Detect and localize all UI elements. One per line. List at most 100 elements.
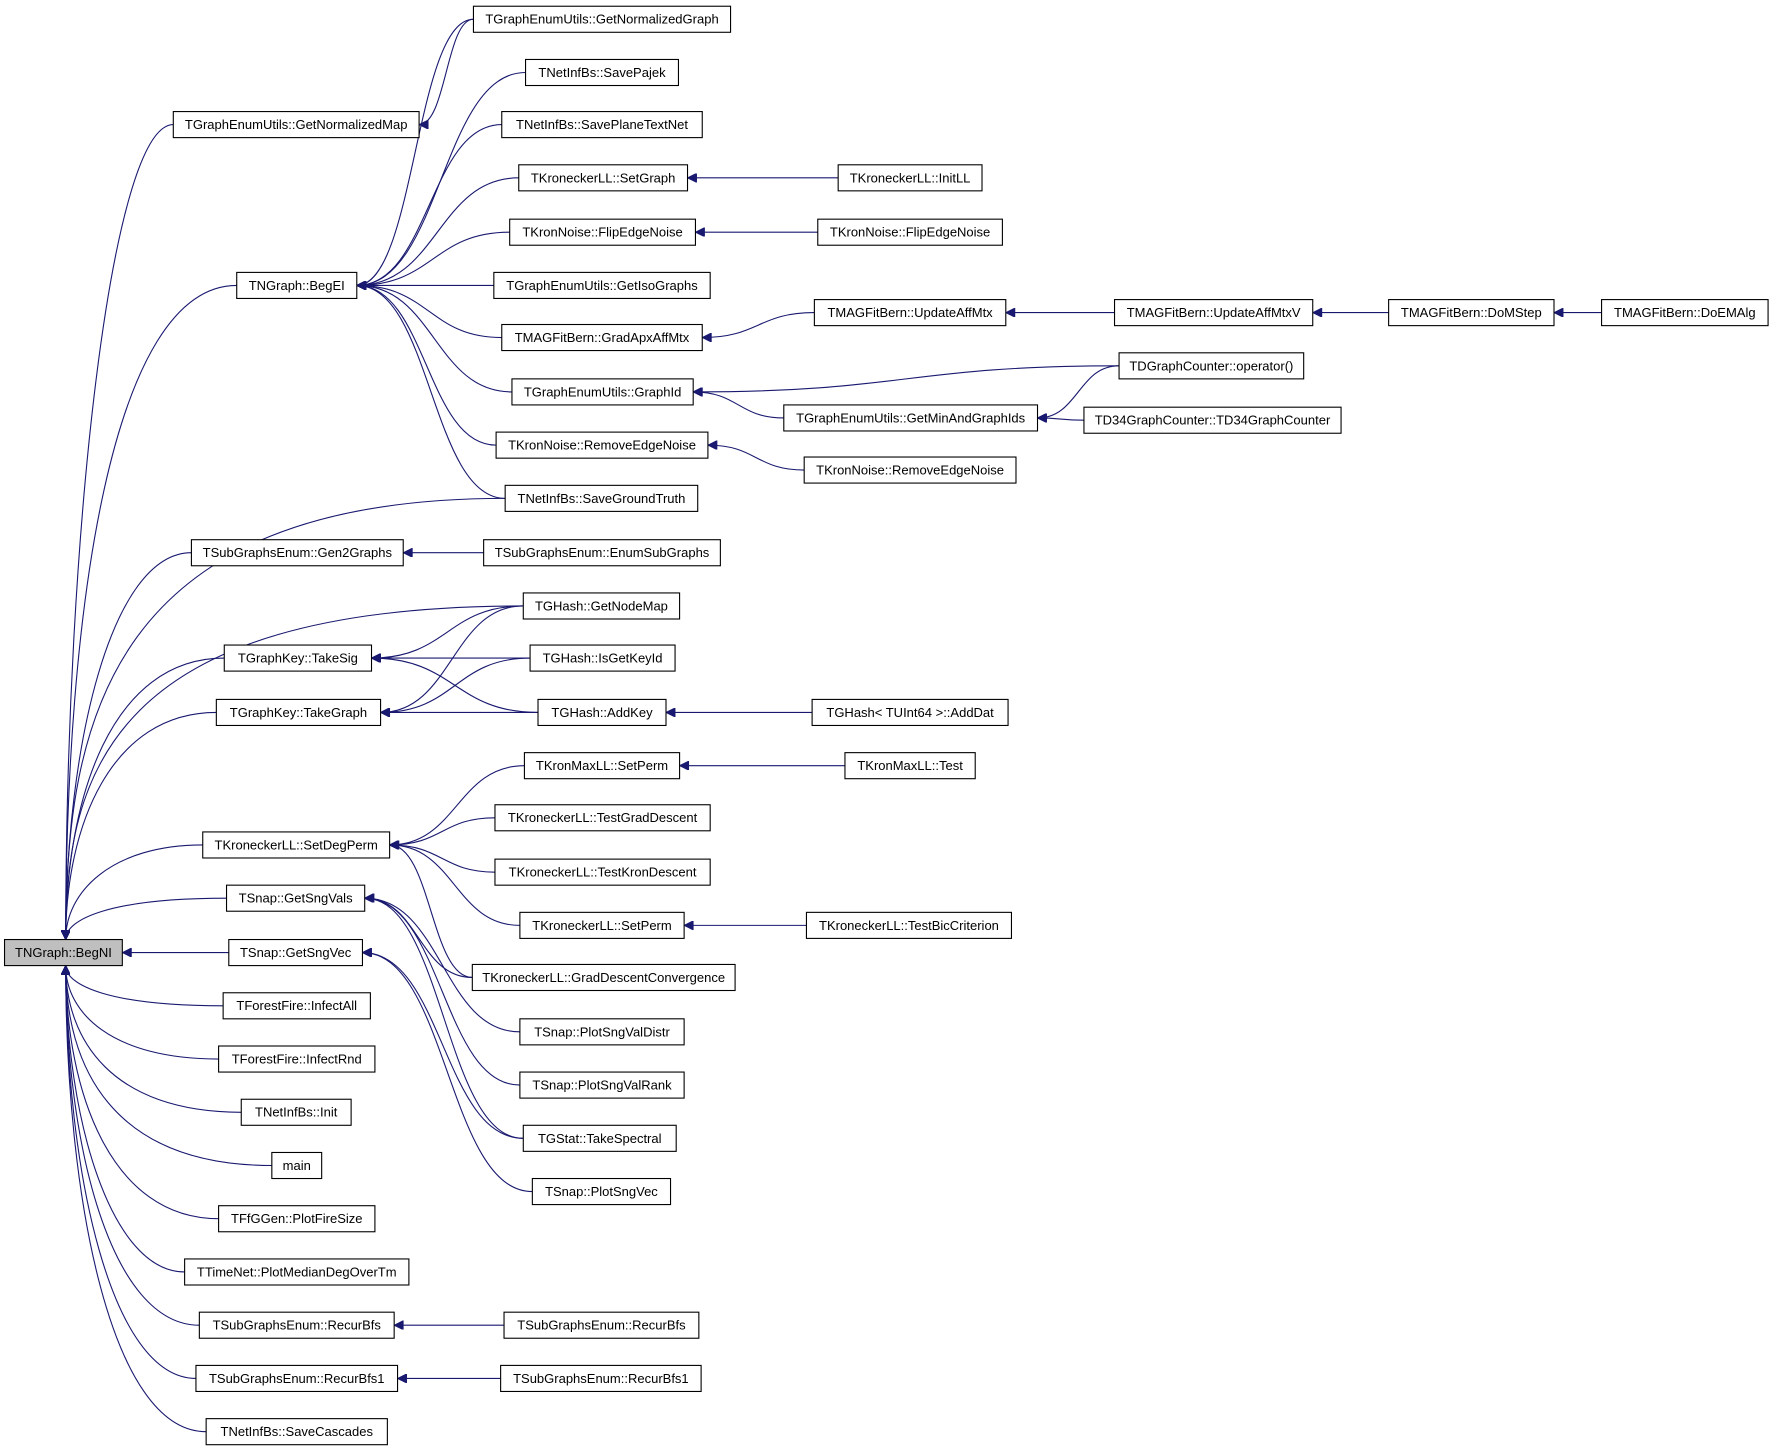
node-label: TGHash::AddKey (551, 705, 653, 720)
node-box (817, 218, 1003, 246)
node-label: TKroneckerLL::InitLL (850, 170, 971, 185)
edge (365, 898, 520, 1086)
node: TGraphEnumUtils::GetNormalizedGraph (472, 5, 732, 33)
edge (1038, 365, 1120, 418)
node: TKroneckerLL::GradDescentConvergence (471, 963, 736, 992)
node-box (228, 938, 363, 967)
node-label: TGraphEnumUtils::GetIsoGraphs (506, 278, 698, 293)
edge (66, 966, 196, 1379)
node-box (500, 1364, 702, 1393)
node-label: TGStat::TakeSpectral (538, 1131, 662, 1146)
node-box (3, 938, 123, 967)
node: TNetInfBs::SavePlaneTextNet (501, 111, 703, 139)
node-label: TNetInfBs::SavePlaneTextNet (516, 117, 688, 132)
edge (419, 18, 474, 124)
node-label: TDGraphCounter::operator() (1129, 358, 1293, 373)
node: TTimeNet::PlotMedianDegOverTm (184, 1258, 410, 1286)
node-label: TMAGFitBern::GradApxAffMtx (515, 330, 690, 345)
edge (1038, 418, 1084, 420)
node-label: TNetInfBs::SaveCascades (221, 1424, 374, 1439)
node-label: TSnap::PlotSngValDistr (534, 1024, 670, 1039)
node: TGraphEnumUtils::GetMinAndGraphIds (783, 404, 1039, 432)
node-box (509, 218, 696, 246)
edge (66, 966, 185, 1273)
node-label: TMAGFitBern::UpdateAffMtxV (1127, 305, 1301, 320)
node-label: TSubGraphsEnum::RecurBfs (213, 1318, 382, 1333)
node: TSnap::GetSngVals (225, 884, 366, 912)
node: TKronNoise::FlipEdgeNoise (509, 218, 696, 246)
node-box (1601, 299, 1769, 327)
node-label: TSnap::PlotSngVec (545, 1184, 658, 1199)
node: TKronMaxLL::Test (844, 752, 976, 780)
node-label: TMAGFitBern::DoMStep (1401, 305, 1542, 320)
node-label: TNetInfBs::SavePajek (538, 65, 666, 80)
node-label: TGraphKey::TakeGraph (230, 705, 367, 720)
edge (357, 231, 510, 285)
node: TD34GraphCounter::TD34GraphCounter (1083, 406, 1342, 434)
node-box (236, 271, 358, 300)
node-box (184, 1258, 410, 1286)
edge (381, 605, 524, 712)
edge (66, 966, 224, 1007)
node: TSubGraphsEnum::RecurBfs (198, 1311, 395, 1339)
node-label: main (283, 1158, 311, 1173)
node: TKroneckerLL::SetPerm (519, 911, 685, 939)
node-label: TNGraph::BegNI (15, 945, 112, 960)
node-label: TKronNoise::FlipEdgeNoise (522, 225, 682, 240)
node: TGHash::AddKey (537, 698, 667, 727)
node: TFfGGen::PlotFireSize (218, 1205, 376, 1233)
edge (381, 657, 531, 712)
node-box (525, 58, 680, 87)
node-box (222, 992, 371, 1020)
node-label: TKronNoise::FlipEdgeNoise (830, 225, 990, 240)
edge (390, 845, 520, 926)
node-box (837, 164, 983, 192)
node: TForestFire::InfectRnd (218, 1045, 376, 1073)
edge (357, 285, 512, 393)
node: TKronMaxLL::SetPerm (523, 752, 681, 780)
node: TKroneckerLL::TestKronDescent (494, 858, 711, 886)
node-box (202, 831, 391, 859)
edge (357, 124, 502, 286)
node: TMAGFitBern::DoMStep (1388, 299, 1555, 327)
node-label: TMAGFitBern::DoEMAlg (1614, 305, 1756, 320)
edge (66, 897, 227, 939)
node-box (225, 884, 366, 912)
node-box (844, 752, 976, 780)
node-box (813, 299, 1007, 327)
node-label: TSubGraphsEnum::EnumSubGraphs (495, 545, 710, 560)
node-label: TGraphEnumUtils::GraphId (524, 384, 682, 399)
node-label: TGraphEnumUtils::GetNormalizedMap (185, 117, 408, 132)
node: TGraphKey::TakeGraph (215, 698, 382, 727)
node-box (783, 404, 1039, 432)
node: TSubGraphsEnum::EnumSubGraphs (483, 539, 721, 567)
node: TGHash::IsGetKeyId (529, 644, 676, 672)
edge (357, 285, 506, 499)
edge (66, 966, 200, 1326)
edge (66, 844, 203, 940)
node: TNetInfBs::SaveGroundTruth (504, 484, 699, 512)
node-box (1388, 299, 1555, 327)
node-box (471, 963, 736, 992)
edge (390, 817, 495, 845)
node-label: TGraphEnumUtils::GetNormalizedGraph (485, 12, 718, 27)
node-box (271, 1151, 323, 1180)
node-label: TKroneckerLL::SetPerm (532, 918, 671, 933)
node-label: TGHash< TUInt64 >::AddDat (826, 705, 994, 720)
node: TKronNoise::RemoveEdgeNoise (495, 431, 709, 459)
node-box (523, 752, 681, 780)
node: TNGraph::BegEI (236, 271, 358, 300)
node: TKroneckerLL::SetGraph (518, 164, 689, 192)
edge (693, 392, 784, 419)
node: TNetInfBs::Init (240, 1098, 352, 1126)
node: TKronNoise::FlipEdgeNoise (817, 218, 1003, 246)
node-label: TNetInfBs::SaveGroundTruth (518, 491, 686, 506)
edge (708, 445, 805, 471)
edge (372, 605, 524, 658)
node: TDGraphCounter::operator() (1118, 352, 1305, 380)
edge (66, 966, 207, 1433)
edge (66, 966, 272, 1167)
node-box (537, 698, 667, 727)
node-label: TForestFire::InfectAll (236, 998, 357, 1013)
edge (66, 966, 242, 1113)
